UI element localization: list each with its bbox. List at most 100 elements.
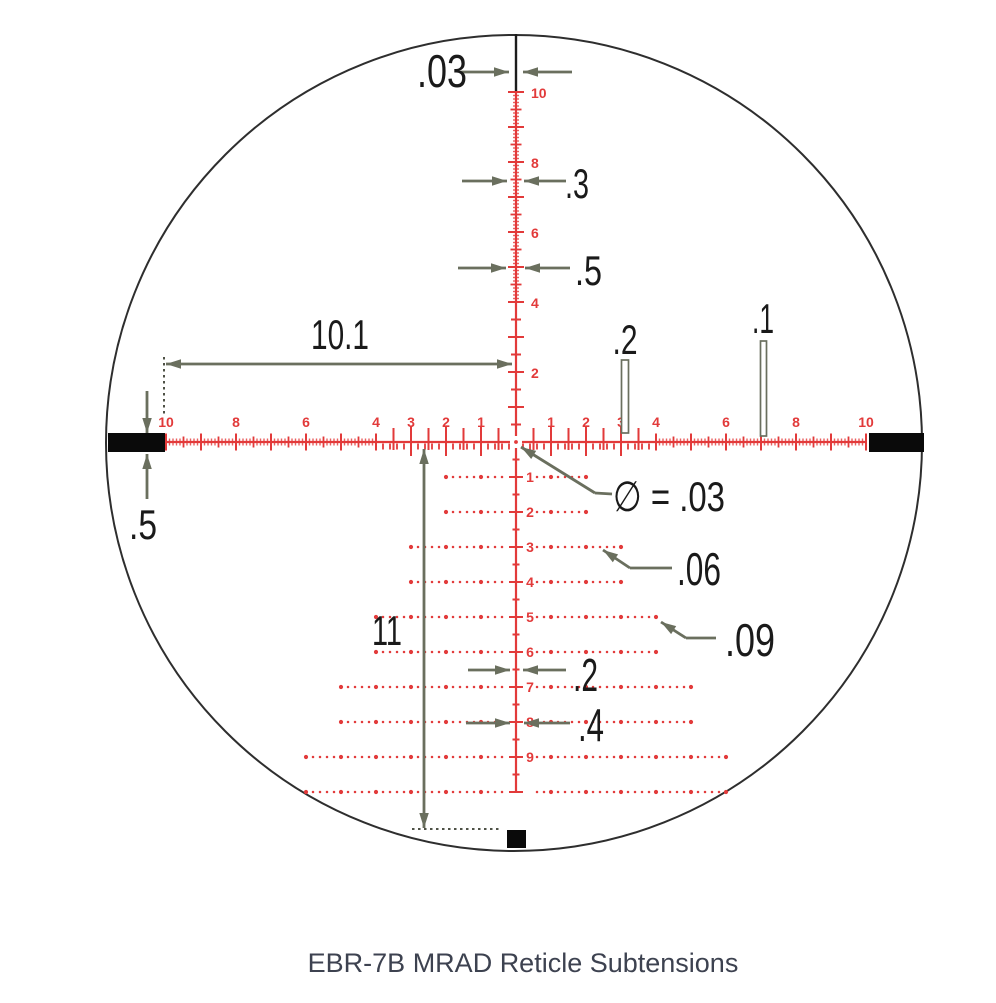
tree-dot-small xyxy=(493,790,497,794)
tree-dot-small xyxy=(647,650,651,654)
tree-dot-small xyxy=(577,685,581,689)
tree-dot-small xyxy=(640,650,644,654)
reticle-axes xyxy=(167,92,866,792)
christmas-tree-dots xyxy=(303,474,729,795)
tree-dot-small xyxy=(493,650,497,654)
tree-dot-small xyxy=(612,615,616,619)
tree-dot-large xyxy=(653,684,659,690)
tree-dot-small xyxy=(640,685,644,689)
tree-dot-small xyxy=(675,720,679,724)
tree-dot-small xyxy=(451,790,455,794)
tree-dot-small xyxy=(472,615,476,619)
tree-dot-large xyxy=(653,789,659,795)
tree-dot-small xyxy=(605,545,609,549)
tree-dot-large xyxy=(583,684,589,690)
axis-number: 9 xyxy=(526,749,534,765)
tree-dot-large xyxy=(688,719,694,725)
tree-dot-small xyxy=(472,755,476,759)
label-left-span: 10.1 xyxy=(311,311,369,358)
tree-dot-small xyxy=(437,720,441,724)
label-center-dot: ∅ = .03 xyxy=(613,473,725,520)
tree-dot-small xyxy=(598,580,602,584)
tree-dot-small xyxy=(465,475,469,479)
arrowhead xyxy=(419,449,429,464)
arrowhead xyxy=(603,550,619,563)
tree-dot-small xyxy=(570,510,574,514)
tree-dot-large xyxy=(618,579,624,585)
tree-dot-large xyxy=(373,754,379,760)
tree-dot-small xyxy=(640,720,644,724)
axis-number: 6 xyxy=(302,414,310,430)
tree-dot-large xyxy=(478,614,484,620)
tree-dot-small xyxy=(633,755,637,759)
tree-dot-small xyxy=(668,755,672,759)
arrowhead xyxy=(523,665,538,675)
label-top-line-width: .03 xyxy=(417,45,467,97)
tree-dot-small xyxy=(493,685,497,689)
tree-dot-large xyxy=(548,474,554,480)
tree-dot-small xyxy=(668,790,672,794)
tree-dot-large xyxy=(303,754,309,760)
tree-dot-small xyxy=(612,685,616,689)
tree-dot-small xyxy=(675,685,679,689)
tree-dot-small xyxy=(542,615,546,619)
tree-dot-large xyxy=(478,474,484,480)
tree-dot-small xyxy=(703,790,707,794)
tree-dot-small xyxy=(563,545,567,549)
tree-dot-small xyxy=(577,510,581,514)
tree-dot-small xyxy=(360,685,364,689)
label-small-dot: .06 xyxy=(677,543,721,595)
tree-dot-large xyxy=(653,649,659,655)
tree-dot-large xyxy=(583,509,589,515)
tree-dot-small xyxy=(577,615,581,619)
tree-dot-small xyxy=(430,755,434,759)
tree-dot-large xyxy=(443,754,449,760)
tree-dot-small xyxy=(591,755,595,759)
dimension-labels: .03 .3 .5 10.1 .5 .2 .1 ∅ = .03 .06 .09 … xyxy=(129,45,775,751)
tree-dot-small xyxy=(542,755,546,759)
tree-dot-small xyxy=(717,755,721,759)
tree-dot-large xyxy=(688,789,694,795)
tree-dot-small xyxy=(500,475,504,479)
tree-dot-large xyxy=(338,684,344,690)
tree-dot-small xyxy=(598,720,602,724)
tree-dot-small xyxy=(626,755,630,759)
tree-dot-small xyxy=(570,650,574,654)
tree-dot-large xyxy=(373,684,379,690)
windage-bar-7mil xyxy=(759,340,768,437)
tree-dot-small xyxy=(465,615,469,619)
tree-dot-large xyxy=(618,719,624,725)
tree-dot-small xyxy=(640,790,644,794)
tree-dot-small xyxy=(486,580,490,584)
tree-dot-small xyxy=(542,650,546,654)
arrowhead xyxy=(495,665,510,675)
tree-dot-small xyxy=(605,650,609,654)
arrowhead xyxy=(491,263,506,273)
tree-dot-small xyxy=(388,720,392,724)
tree-dot-small xyxy=(682,790,686,794)
tree-dot-small xyxy=(451,650,455,654)
tree-dot-large xyxy=(443,789,449,795)
tree-dot-small xyxy=(710,755,714,759)
tree-dot-small xyxy=(472,650,476,654)
tree-dot-small xyxy=(381,685,385,689)
tree-dot-small xyxy=(430,790,434,794)
tree-dot-large xyxy=(618,544,624,550)
tree-dot-small xyxy=(696,755,700,759)
tree-dot-small xyxy=(451,580,455,584)
arrowhead xyxy=(494,67,509,77)
tree-dot-large xyxy=(548,614,554,620)
axis-number: 8 xyxy=(531,155,539,171)
bottom-square xyxy=(507,830,526,848)
tree-dot-small xyxy=(563,790,567,794)
tree-dot-small xyxy=(661,685,665,689)
tree-dot-small xyxy=(563,755,567,759)
tree-dot-small xyxy=(535,790,539,794)
tree-dot-small xyxy=(493,755,497,759)
tree-dot-small xyxy=(416,545,420,549)
tree-dot-small xyxy=(556,475,560,479)
tree-dot-large xyxy=(548,684,554,690)
arrowhead xyxy=(524,176,539,186)
label-lower-span: 11 xyxy=(372,607,402,654)
tree-dot-small xyxy=(612,720,616,724)
